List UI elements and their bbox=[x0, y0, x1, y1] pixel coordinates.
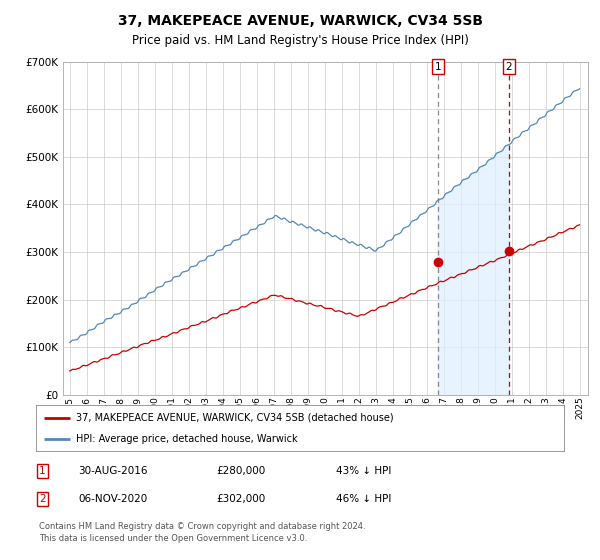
Text: Price paid vs. HM Land Registry's House Price Index (HPI): Price paid vs. HM Land Registry's House … bbox=[131, 34, 469, 46]
Text: HPI: Average price, detached house, Warwick: HPI: Average price, detached house, Warw… bbox=[76, 435, 297, 444]
Text: £280,000: £280,000 bbox=[216, 466, 265, 476]
Text: £302,000: £302,000 bbox=[216, 494, 265, 504]
Text: 37, MAKEPEACE AVENUE, WARWICK, CV34 5SB (detached house): 37, MAKEPEACE AVENUE, WARWICK, CV34 5SB … bbox=[76, 413, 393, 423]
Text: 46% ↓ HPI: 46% ↓ HPI bbox=[336, 494, 391, 504]
Text: 1: 1 bbox=[39, 466, 46, 476]
Text: 2: 2 bbox=[39, 494, 46, 504]
Text: 43% ↓ HPI: 43% ↓ HPI bbox=[336, 466, 391, 476]
Text: 30-AUG-2016: 30-AUG-2016 bbox=[78, 466, 148, 476]
Text: Contains HM Land Registry data © Crown copyright and database right 2024.
This d: Contains HM Land Registry data © Crown c… bbox=[39, 522, 365, 543]
Text: 06-NOV-2020: 06-NOV-2020 bbox=[78, 494, 147, 504]
Text: 1: 1 bbox=[434, 62, 441, 72]
Text: 37, MAKEPEACE AVENUE, WARWICK, CV34 5SB: 37, MAKEPEACE AVENUE, WARWICK, CV34 5SB bbox=[118, 14, 482, 28]
Text: 2: 2 bbox=[506, 62, 512, 72]
